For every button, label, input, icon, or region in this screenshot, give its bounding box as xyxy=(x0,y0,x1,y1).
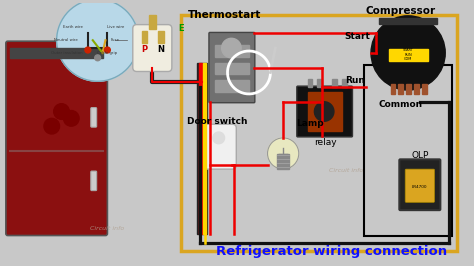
Bar xyxy=(317,79,322,87)
FancyBboxPatch shape xyxy=(181,15,457,251)
Bar xyxy=(203,63,206,234)
Circle shape xyxy=(222,38,241,58)
FancyBboxPatch shape xyxy=(209,32,255,103)
Text: Door switch: Door switch xyxy=(186,117,247,126)
Text: Run: Run xyxy=(345,76,365,85)
FancyBboxPatch shape xyxy=(399,159,440,210)
Circle shape xyxy=(56,0,139,81)
Bar xyxy=(389,49,428,61)
Bar xyxy=(398,84,403,94)
Text: Lamp: Lamp xyxy=(296,119,323,128)
Bar xyxy=(197,63,207,234)
Text: Refrigerator wiring connection: Refrigerator wiring connection xyxy=(217,245,447,258)
Bar xyxy=(422,84,427,94)
Text: OLP: OLP xyxy=(411,151,428,160)
FancyBboxPatch shape xyxy=(405,169,435,202)
Circle shape xyxy=(371,16,445,90)
Text: Thermostart: Thermostart xyxy=(188,10,261,20)
Bar xyxy=(342,79,346,87)
Bar xyxy=(308,92,342,131)
Circle shape xyxy=(267,138,299,169)
Text: relay: relay xyxy=(314,138,337,147)
Bar xyxy=(158,31,164,43)
Text: Start: Start xyxy=(345,32,371,41)
Bar xyxy=(142,31,147,43)
Text: P: P xyxy=(141,45,147,54)
Text: Live wire: Live wire xyxy=(107,24,124,28)
Bar xyxy=(379,18,438,24)
Bar xyxy=(277,153,289,169)
Bar xyxy=(10,48,103,58)
Bar xyxy=(406,84,411,94)
Bar xyxy=(199,63,202,234)
Text: Circuit info: Circuit info xyxy=(329,168,364,173)
Text: E: E xyxy=(178,24,183,33)
Circle shape xyxy=(213,132,225,144)
Bar xyxy=(308,79,312,87)
Text: Neutral wire: Neutral wire xyxy=(54,38,77,42)
Circle shape xyxy=(104,47,110,53)
Text: Common: Common xyxy=(379,100,423,109)
Circle shape xyxy=(85,47,91,53)
Text: Cable grip: Cable grip xyxy=(97,51,118,55)
Bar xyxy=(414,84,419,94)
Bar xyxy=(215,80,249,92)
Bar xyxy=(332,79,337,87)
Text: Circuit info: Circuit info xyxy=(90,226,125,231)
Text: Outer insulation: Outer insulation xyxy=(51,51,82,55)
Text: Compressor: Compressor xyxy=(365,6,436,16)
FancyBboxPatch shape xyxy=(201,124,236,169)
Circle shape xyxy=(95,55,100,61)
Circle shape xyxy=(64,111,79,126)
Text: LR4700: LR4700 xyxy=(412,185,428,189)
Bar xyxy=(215,63,249,74)
Bar xyxy=(391,84,395,94)
Text: START
RUN
COM: START RUN COM xyxy=(403,48,413,61)
Text: Fuse: Fuse xyxy=(111,38,119,42)
Text: N: N xyxy=(157,45,164,54)
FancyBboxPatch shape xyxy=(297,86,353,137)
Bar xyxy=(149,15,156,28)
FancyBboxPatch shape xyxy=(91,171,97,191)
FancyBboxPatch shape xyxy=(364,65,452,235)
Circle shape xyxy=(54,104,69,119)
Circle shape xyxy=(314,102,334,121)
FancyBboxPatch shape xyxy=(133,25,172,72)
FancyBboxPatch shape xyxy=(6,41,108,235)
Circle shape xyxy=(44,118,60,134)
Bar xyxy=(215,45,249,57)
FancyBboxPatch shape xyxy=(91,108,97,127)
Text: Earth wire: Earth wire xyxy=(64,24,83,28)
